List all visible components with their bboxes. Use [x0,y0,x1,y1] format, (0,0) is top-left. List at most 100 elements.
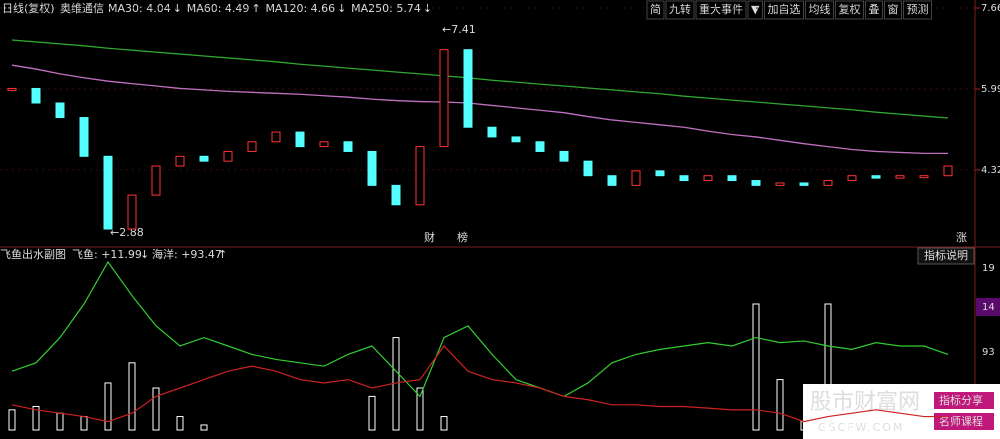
candle [871,175,881,179]
candle [271,131,281,143]
candle [847,175,857,182]
ocean-arrow: ↑ [218,248,227,261]
sub-axis-label: 93 [982,347,995,358]
indicator-line [11,260,949,398]
stock-name: 奥维通信 [60,1,104,15]
course-tag[interactable] [934,413,994,430]
event-mark: 财 [424,230,435,244]
ma-label: MA60: 4.49 [187,2,250,15]
candle [727,175,737,182]
high-annotation: ←7.41 [442,23,476,36]
toolbar-frame[interactable] [834,0,864,20]
ma-arrow: ↑ [251,2,260,15]
toolbar-button[interactable]: 均线 [808,2,830,16]
toolbar-frame[interactable] [883,0,902,20]
toolbar-button[interactable]: 复权 [838,2,860,16]
share-label[interactable]: 指标分享 [939,393,983,407]
candle [799,182,809,186]
bar [200,424,208,431]
bar [440,416,448,431]
toolbar-frame[interactable] [747,0,763,20]
watermark-url: GSCFW.COM [818,421,904,434]
candle [823,180,833,186]
toolbar-button[interactable]: 简 [650,2,661,16]
candle [487,126,497,138]
ma-arrow: ↓ [173,2,182,15]
candle [751,180,761,186]
toolbar-frame[interactable] [695,0,747,20]
toolbar-button[interactable]: 九转 [669,2,691,16]
y-tick-label: 5.99 [981,84,1000,95]
candle [607,175,617,186]
candle [127,194,137,230]
candle [775,182,785,186]
toolbar-button[interactable]: 预测 [906,3,928,16]
course-label[interactable]: 名师课程 [939,414,983,428]
toolbar-button[interactable]: ▼ [751,3,760,16]
toolbar-frame[interactable] [763,0,804,20]
fish-value: 飞鱼: +11.99 [72,247,142,261]
ma-label: MA250: 5.74 [351,2,421,15]
candle [223,150,233,162]
candle [559,150,569,162]
candle [103,155,113,230]
y-tick-label: 4.32 [981,165,1000,176]
sub-axis-label: 14 [982,302,995,313]
bar [152,387,160,431]
toolbar-frame[interactable] [646,0,665,20]
help-label[interactable]: 指标说明 [924,248,968,262]
bar [416,387,424,431]
toolbar-frame[interactable] [902,0,932,20]
bar [368,395,376,431]
toolbar-frame[interactable] [804,0,834,20]
bar [104,382,112,431]
candle [199,155,209,162]
bar [752,303,760,431]
candle [31,87,41,104]
help-button[interactable] [917,247,975,265]
bar [824,303,832,431]
candle [415,146,425,206]
bar [8,409,16,431]
sub-axis-label: 19 [982,263,995,274]
toolbar-frame[interactable] [665,0,695,20]
fish-arrow: ↓ [140,248,149,261]
candle [7,87,17,91]
candle [511,136,521,143]
candle [631,170,641,186]
toolbar-button[interactable]: 重大事件 [699,2,743,16]
toolbar-frame[interactable] [864,0,883,20]
candle [343,141,353,152]
indicator-line [11,345,948,423]
candle [943,165,953,177]
period: 日线(复权) [2,1,55,15]
candle [679,175,689,182]
bar [32,405,40,431]
candle [295,131,305,148]
axis-highlight [976,298,1000,316]
ma-line [11,39,949,119]
ma-arrow: ↓ [337,2,346,15]
bar [176,416,184,431]
bar [128,362,136,431]
candle [367,150,377,186]
sub-title: 飞鱼出水副图 [0,247,66,261]
toolbar-button[interactable]: 加自选 [767,3,800,16]
event-mark: 涨 [956,231,967,244]
candle [583,160,593,177]
candle [319,141,329,148]
candle [247,141,257,152]
share-tag[interactable] [934,392,994,409]
candle [151,165,161,196]
candle [79,117,89,157]
toolbar-button[interactable]: 叠 [868,3,879,16]
y-tick-label: 7.66 [981,3,1000,14]
toolbar-button[interactable]: 窗 [887,2,898,16]
candle [463,49,473,128]
candle [919,175,929,179]
event-mark: 榜 [457,230,468,244]
ma-line [11,64,948,155]
